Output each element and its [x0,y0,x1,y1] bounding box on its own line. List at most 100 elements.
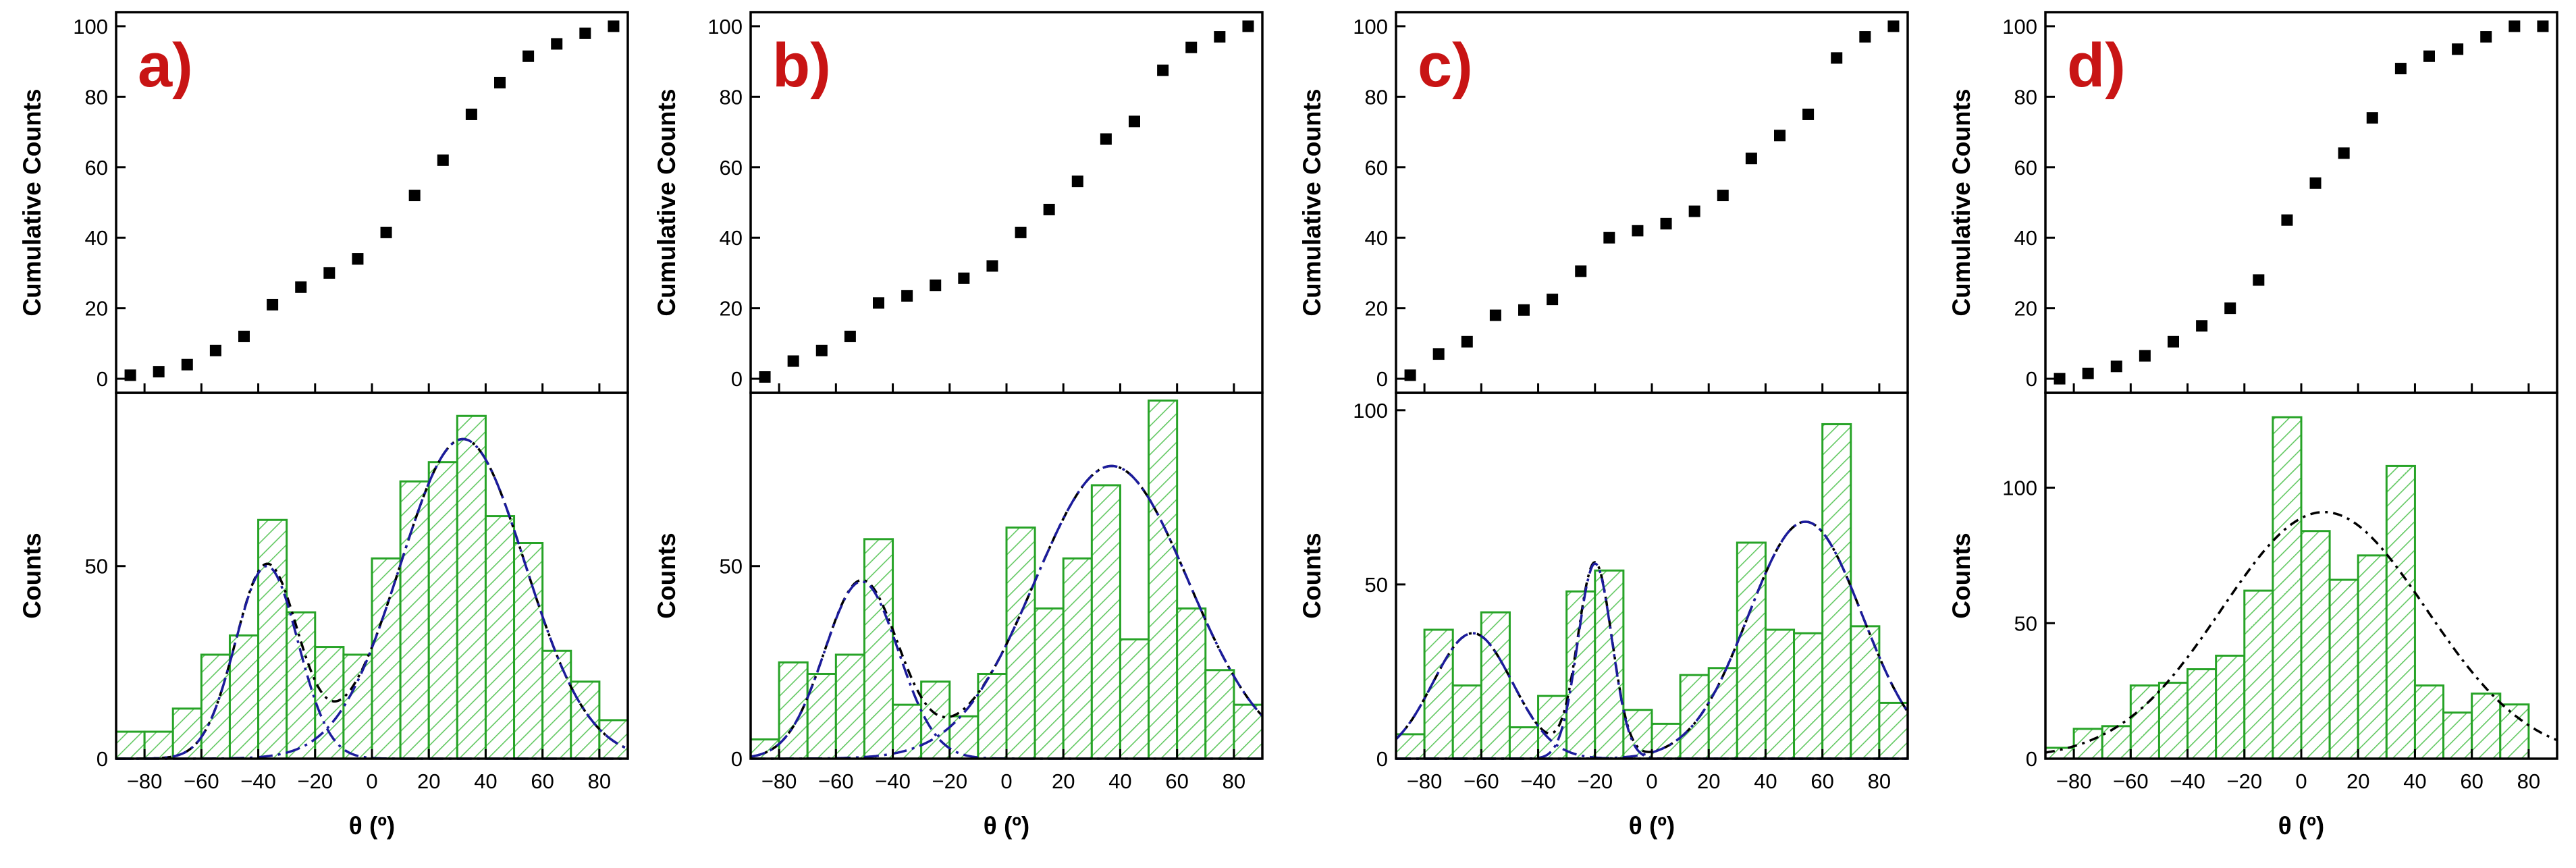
histogram-bar [456,414,487,760]
cumulative-point [437,154,449,166]
cumulative-point [267,298,279,310]
x-tick-label: 0 [366,769,377,793]
histogram-bar [1062,557,1093,760]
x-tick-label: −40 [2170,769,2205,793]
cumulative-point [352,253,364,265]
x-tick-label: 60 [2460,769,2483,793]
x-axis-title: θ (º) [1629,812,1675,840]
histogram-bar [1423,628,1454,760]
cumulative-point [2394,63,2407,75]
cumulative-point [209,344,221,356]
x-tick-label: 80 [1223,769,1245,793]
y-tick-label: 80 [2014,85,2037,109]
histogram-bar [778,661,809,760]
y-tick-label: 80 [720,85,743,109]
histogram-bar [2413,684,2445,760]
histogram-bar [863,538,894,760]
cumulative-point [2508,20,2521,32]
y-tick-label: 0 [1376,367,1388,391]
histogram-bar [1821,423,1852,760]
x-tick-label: −80 [1407,769,1443,793]
cumulative-point [408,190,421,202]
x-tick-label: 40 [1108,769,1131,793]
y-tick-label: 100 [2002,15,2037,38]
x-tick-label: 20 [2346,769,2369,793]
x-tick-label: −80 [2056,769,2092,793]
cumulative-point [873,297,884,309]
histogram-bar [1451,684,1482,760]
histogram-bar [342,653,373,760]
chart-panel-3: 0 20 40 60 80 100 Cumulative Counts c) −80 −60 −40… [1298,11,1909,840]
cumulative-point [2196,320,2208,332]
histogram-bar [1005,526,1036,760]
x-tick-label: 20 [1052,769,1075,793]
y-tick-label: 20 [720,297,743,321]
cumulative-point [958,272,970,284]
cumulative-point [930,279,942,292]
cumulative-point [2480,31,2492,43]
cumulative-point [1100,133,1112,145]
cumulative-point [1831,52,1843,64]
cumulative-point [1774,130,1786,142]
panel-label: c) [1418,31,1473,100]
histogram-bar [2215,654,2246,760]
total-fit-curve [2045,510,2558,754]
histogram-bar [2471,693,2502,760]
y-tick-label: 0 [731,747,743,771]
histogram-bar [1679,674,1710,760]
histogram-bar [2328,578,2359,760]
y-tick-label: 0 [2026,367,2037,391]
cumulative-y-axis-title: Cumulative Counts [1948,88,1975,316]
cumulative-point [1575,265,1587,277]
histogram-bar [2101,725,2132,760]
y-tick-label: 100 [2002,477,2037,500]
histogram-bar [892,703,923,760]
histogram-bar [1508,726,1540,760]
cumulative-point [1157,64,1169,76]
cumulative-point [238,330,250,342]
histogram-bar [1878,701,1909,760]
histogram-bar [2272,416,2303,760]
histogram-bar [598,719,629,760]
cumulative-point [1660,217,1672,229]
y-tick-label: 80 [85,85,108,109]
x-tick-label: 40 [474,769,497,793]
histogram-bar [2157,682,2189,760]
histogram-y-axis-title: Counts [1298,533,1326,618]
y-tick-label: 20 [85,297,108,321]
x-tick-label: −40 [1520,769,1556,793]
chart-panel-2: 0 20 40 60 80 100 Cumulative Counts b) −80 −60 −40… [653,11,1264,840]
cumulative-point [1489,309,1501,321]
histogram-bar [371,557,402,760]
y-tick-label: 0 [97,367,108,391]
histogram-bar [834,653,865,760]
y-tick-label: 60 [1365,156,1388,180]
histogram-bar [228,634,260,760]
histogram-bar [2129,684,2160,760]
x-tick-label: −20 [297,769,333,793]
cumulative-point [1518,304,1530,316]
x-tick-label: −40 [875,769,911,793]
histogram-bar [513,542,544,760]
cumulative-point [844,330,856,342]
cumulative-point [2139,350,2151,362]
y-tick-label: 60 [2014,156,2037,180]
histogram-y-axis-title: Counts [653,533,680,618]
histogram-bar [2357,554,2388,760]
histogram-bar [1651,722,1682,760]
cumulative-y-axis-title: Cumulative Counts [18,88,46,316]
histogram-bar [2186,668,2218,760]
panel-label: d) [2067,31,2126,100]
histogram-bar [1764,628,1796,760]
y-tick-label: 60 [85,156,108,180]
histogram-plot: −80 −60 −40 −20 0 20 40 60 80 0 50 100 Counts θ (º) [1298,391,1909,840]
histogram-bar [2385,464,2416,760]
histogram-bar [143,730,174,760]
cumulative-point [1632,225,1644,237]
y-tick-label: 40 [720,226,743,250]
cumulative-point [323,267,336,279]
y-tick-label: 100 [707,15,743,38]
cumulative-point [295,281,307,293]
cumulative-point [2366,112,2378,124]
cumulative-y-axis-title: Cumulative Counts [653,88,680,316]
